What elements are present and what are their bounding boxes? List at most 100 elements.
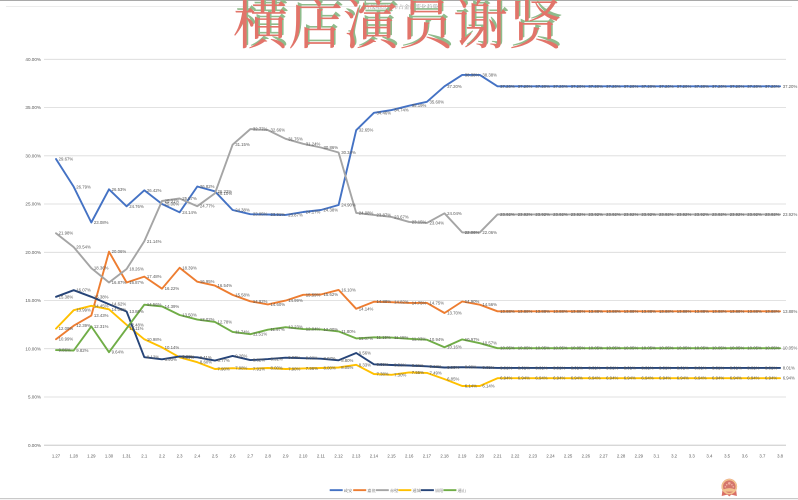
svg-text:8.01%: 8.01% [712,365,724,370]
svg-text:13.70%: 13.70% [447,311,462,316]
svg-text:8.18%: 8.18% [430,364,442,369]
svg-text:13.88%: 13.88% [571,309,586,314]
svg-text:23.92%: 23.92% [730,212,745,217]
svg-text:15.38%: 15.38% [94,294,109,299]
svg-text:11.15%: 11.15% [394,335,408,340]
svg-text:14.45%: 14.45% [94,303,109,308]
svg-text:6.94%: 6.94% [518,376,530,381]
svg-text:37.20%: 37.20% [765,84,780,89]
svg-text:9.82%: 9.82% [76,348,88,353]
svg-text:3.5: 3.5 [724,453,731,458]
svg-text:23.92%: 23.92% [712,212,727,217]
svg-text:25.00%: 25.00% [25,202,41,207]
svg-text:37.20%: 37.20% [518,84,533,89]
svg-text:37.20%: 37.20% [659,84,674,89]
svg-text:2.5: 2.5 [212,453,219,458]
svg-text:11.03%: 11.03% [412,336,426,341]
svg-text:23.67%: 23.67% [394,214,409,219]
svg-text:1.28: 1.28 [70,453,79,458]
svg-text:8.92%: 8.92% [271,357,283,362]
svg-text:25.31%: 25.31% [165,199,180,204]
svg-text:2.29: 2.29 [635,453,644,458]
svg-text:8.01%: 8.01% [606,365,618,370]
svg-text:14.14%: 14.14% [359,306,374,311]
svg-text:37.20%: 37.20% [553,84,568,89]
svg-text:10.99%: 10.99% [59,337,74,342]
svg-text:23.92%: 23.92% [606,212,621,217]
svg-text:23.92%: 23.92% [641,212,656,217]
svg-text:8.01%: 8.01% [553,365,565,370]
svg-text:7.91%: 7.91% [253,366,265,371]
svg-text:6.94%: 6.94% [747,376,759,381]
svg-text:10.16%: 10.16% [447,345,462,350]
svg-text:24.17%: 24.17% [306,210,321,215]
svg-text:8.01%: 8.01% [518,365,530,370]
svg-text:32.66%: 32.66% [271,128,286,133]
svg-text:8.80%: 8.80% [341,358,353,363]
svg-text:13.88%: 13.88% [694,309,709,314]
svg-text:2.19: 2.19 [458,453,467,458]
svg-text:23.92%: 23.92% [535,212,550,217]
svg-text:2.2: 2.2 [159,453,166,458]
svg-text:10.05%: 10.05% [765,346,780,351]
svg-text:2.9: 2.9 [283,453,290,458]
svg-text:6.94%: 6.94% [659,376,671,381]
svg-text:14.88%: 14.88% [377,299,392,304]
svg-text:10.05%: 10.05% [783,346,798,351]
svg-text:10.05%: 10.05% [535,346,550,351]
svg-text:11.97%: 11.97% [271,327,285,332]
svg-text:2.7: 2.7 [247,453,254,458]
svg-text:24.14%: 24.14% [182,210,197,215]
svg-text:31.15%: 31.15% [235,142,250,147]
svg-text:26.53%: 26.53% [112,187,127,192]
svg-text:37.20%: 37.20% [712,84,727,89]
svg-text:6.94%: 6.94% [694,376,706,381]
svg-text:37.20%: 37.20% [747,84,762,89]
svg-text:11.51%: 11.51% [253,332,267,337]
svg-text:10.05%: 10.05% [694,346,709,351]
svg-text:13.88%: 13.88% [518,309,533,314]
svg-text:6.94%: 6.94% [588,376,600,381]
svg-text:2.14: 2.14 [370,453,379,458]
svg-text:13.50%: 13.50% [182,313,197,318]
svg-text:23.92%: 23.92% [518,212,533,217]
svg-text:8.01%: 8.01% [783,365,795,370]
svg-text:3.1: 3.1 [653,453,660,458]
svg-text:13.88%: 13.88% [659,309,674,314]
svg-text:7.38%: 7.38% [377,372,389,377]
svg-text:18.36%: 18.36% [94,266,109,271]
svg-text:12.39%: 12.39% [76,323,91,328]
svg-text:10.05%: 10.05% [712,346,727,351]
svg-text:2.17: 2.17 [423,453,432,458]
svg-text:23.92%: 23.92% [677,212,692,217]
svg-text:11.80%: 11.80% [341,329,355,334]
svg-text:2.3: 2.3 [177,453,184,458]
svg-text:24.04%: 24.04% [447,211,462,216]
svg-text:22.06%: 22.06% [465,230,480,235]
svg-text:2.10: 2.10 [299,453,308,458]
svg-text:8.09%: 8.09% [465,365,477,370]
svg-text:25.57%: 25.57% [182,196,197,201]
svg-text:9.11%: 9.11% [200,355,212,360]
svg-text:35.60%: 35.60% [430,99,445,104]
svg-text:8.01%: 8.01% [747,365,759,370]
svg-text:24.90%: 24.90% [341,203,356,208]
svg-text:13.88%: 13.88% [553,309,568,314]
svg-text:10.05%: 10.05% [747,346,762,351]
svg-text:23.04%: 23.04% [430,220,445,225]
svg-text:21.14%: 21.14% [147,239,162,244]
svg-text:23.92%: 23.92% [624,212,639,217]
svg-text:8.01%: 8.01% [624,365,636,370]
svg-text:37.20%: 37.20% [500,84,515,89]
svg-text:7.55%: 7.55% [412,370,424,375]
svg-text:32.65%: 32.65% [359,128,374,133]
svg-text:8.01%: 8.01% [535,365,547,370]
svg-text:2.18: 2.18 [440,453,449,458]
svg-text:8.60%: 8.60% [200,360,212,365]
svg-text:23.92%: 23.92% [571,212,586,217]
svg-text:8.26%: 8.26% [412,363,424,368]
svg-text:13.88%: 13.88% [500,309,515,314]
svg-text:26.79%: 26.79% [76,184,91,189]
svg-text:9.26%: 9.26% [235,353,247,358]
svg-text:3.7: 3.7 [759,453,766,458]
